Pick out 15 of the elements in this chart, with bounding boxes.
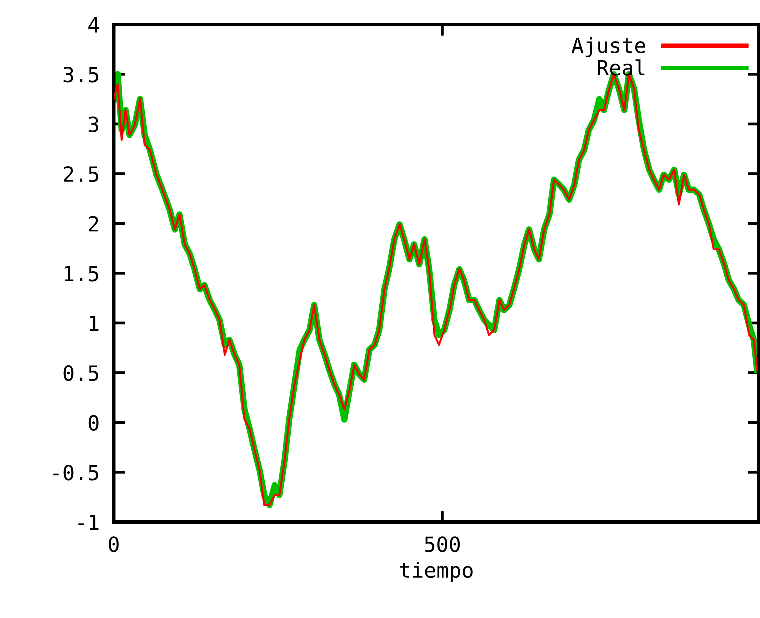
- y-tick-label: 4: [88, 18, 100, 33]
- y-tick-label: 1: [90, 316, 99, 332]
- y-tick-label: -0.5: [54, 464, 98, 481]
- legend-label: Ajuste: [572, 37, 646, 58]
- y-tick-label: 2: [89, 216, 98, 232]
- y-tick-label: 1.5: [64, 266, 98, 282]
- x-tick-label: 500: [425, 536, 460, 552]
- legend-label: Real: [598, 60, 645, 76]
- y-tick-label: 3.5: [64, 66, 98, 83]
- y-tick-label: -1: [78, 514, 99, 530]
- y-tick-label: 2.5: [64, 166, 98, 182]
- y-tick-label: 0.5: [64, 365, 98, 382]
- y-tick-label: 3: [88, 116, 99, 132]
- y-tick-label: 0: [88, 415, 99, 431]
- x-axis-title: tiempo: [400, 562, 473, 582]
